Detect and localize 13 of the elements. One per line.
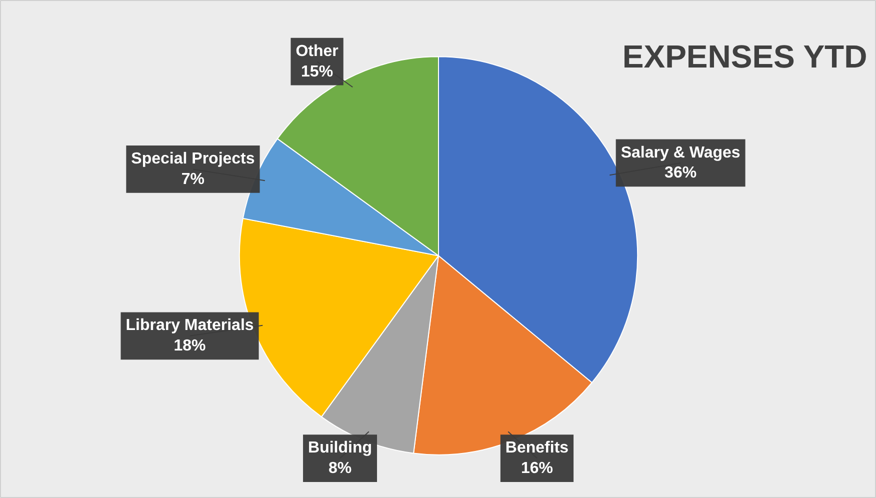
data-label: 36%	[664, 164, 697, 182]
data-label: 16%	[520, 460, 554, 477]
data-label: 15%	[301, 63, 334, 80]
slice-label: Building	[308, 440, 372, 457]
slice-label: Library Materials	[126, 317, 254, 334]
slice-label: Salary & Wages	[620, 144, 740, 162]
data-label: 7%	[181, 170, 205, 188]
slice-label: Benefits	[505, 440, 569, 457]
data-label: 8%	[328, 460, 352, 477]
slice-label: Special Projects	[131, 150, 255, 168]
chart-title: EXPENSES YTD	[622, 38, 868, 75]
slice-label: Other	[296, 42, 338, 60]
data-label: 18%	[174, 338, 206, 355]
